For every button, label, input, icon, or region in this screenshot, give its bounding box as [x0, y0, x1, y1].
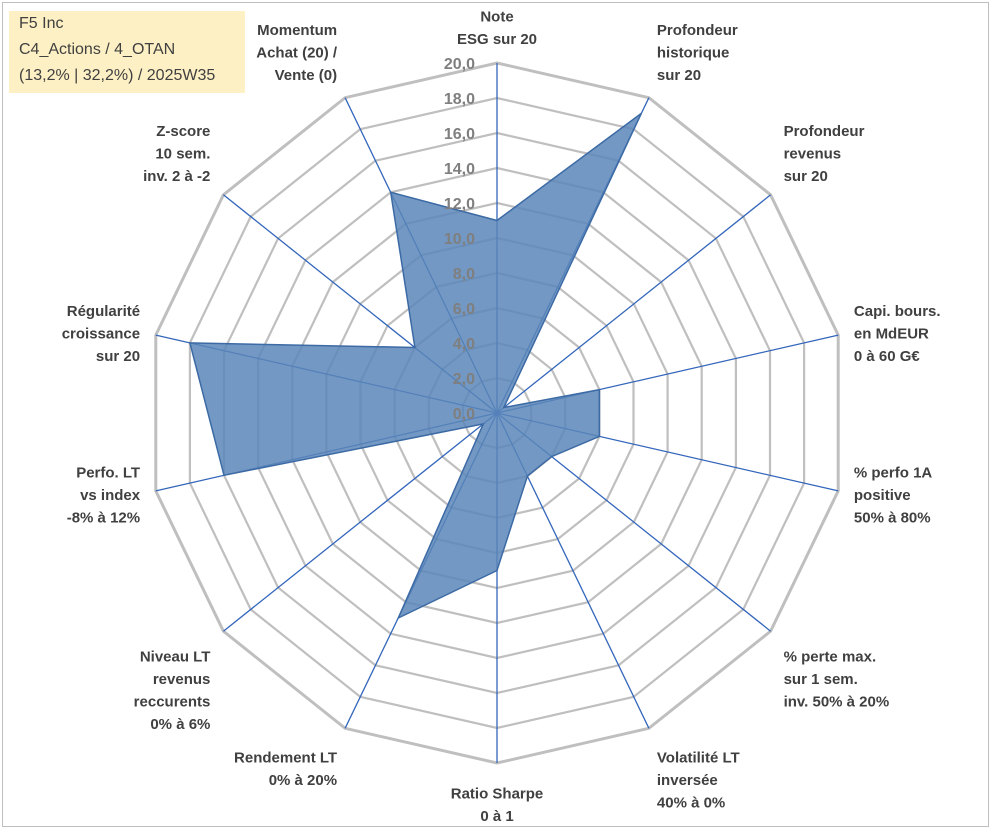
axis-label-line: Z-score: [156, 123, 210, 140]
tick-label: 8,0: [453, 266, 475, 283]
radial-tick-labels: 0,0 2,0 4,0 6,0 8,0 10,0 12,0 14,0 16,0 18,0 20,0: [444, 56, 475, 423]
axis-label-line: Achat (20) /: [256, 45, 338, 62]
axis-label-line: % perte max.: [784, 649, 877, 666]
axis-label-line: revenus: [153, 671, 211, 688]
axis-spoke: [496, 194, 772, 414]
axis-label-line: Volatilité LT: [657, 750, 740, 767]
axis-label-line: croissance: [62, 325, 140, 342]
axis-label-line: 0% à 20%: [269, 772, 337, 789]
axis-label-line: Vente (0): [275, 67, 338, 84]
axis-label-line: Rendement LT: [234, 750, 337, 767]
axis-label-line: Momentum: [257, 22, 337, 39]
axis-label: Perfo. LT vs index -8% à 12%: [67, 465, 141, 527]
axis-spoke: [222, 412, 498, 632]
axis-label: Note ESG sur 20: [457, 9, 537, 49]
tick-label: 4,0: [453, 336, 475, 353]
axis-label: Z-score 10 sem. inv. 2 à -2: [143, 123, 210, 185]
axis-label-line: inv. 2 à -2: [143, 168, 210, 185]
tick-label: 10,0: [444, 231, 475, 248]
tick-label: 0,0: [453, 406, 475, 423]
info-box: F5 Inc C4_Actions / 4_OTAN (13,2% | 32,2…: [9, 11, 245, 93]
axis-label: Profondeur revenus sur 20: [784, 123, 865, 185]
axis-label: Niveau LT revenus reccurents 0% à 6%: [134, 649, 211, 734]
tick-label: 14,0: [444, 161, 475, 178]
axis-label-line: 50% à 80%: [854, 510, 931, 527]
axis-label-line: Régularité: [67, 303, 140, 320]
category-label: C4_Actions / 4_OTAN: [19, 41, 176, 58]
company-name: F5 Inc: [19, 15, 64, 32]
axis-label: Volatilité LT inversée 40% à 0%: [657, 750, 740, 812]
axis-label: Profondeur historique sur 20: [657, 22, 738, 84]
axis-label-line: reccurents: [134, 694, 211, 711]
axis-label-line: Ratio Sharpe: [451, 786, 544, 803]
axis-label: % perte max. sur 1 sem. inv. 50% à 20%: [784, 649, 890, 711]
summary-label: (13,2% | 32,2%) / 2025W35: [19, 67, 216, 84]
tick-label: 12,0: [444, 196, 475, 213]
axis-label-line: en MdEUR: [854, 325, 929, 342]
axis-label-line: -8% à 12%: [67, 510, 140, 527]
tick-label: 18,0: [444, 91, 475, 108]
axis-label-line: inv. 50% à 20%: [784, 694, 890, 711]
tick-label: 20,0: [444, 56, 475, 73]
axis-label-line: inversée: [657, 772, 718, 789]
axis-label-line: ESG sur 20: [457, 31, 537, 48]
axis-label: Ratio Sharpe 0 à 1: [451, 786, 544, 826]
axis-label-line: Note: [480, 9, 513, 26]
axis-label-line: Capi. bours.: [854, 303, 941, 320]
axis-labels: Note ESG sur 20 Profondeur historique sur 20…: [62, 9, 941, 826]
tick-label: 2,0: [453, 371, 475, 388]
axis-label-line: 0% à 6%: [150, 716, 210, 733]
axis-label-line: 10 sem.: [155, 146, 210, 163]
axis-label-line: sur 20: [96, 348, 140, 365]
axis-label-line: % perfo 1A: [854, 465, 933, 482]
axis-label-line: revenus: [784, 146, 842, 163]
axis-label-line: 40% à 0%: [657, 795, 725, 812]
axis-label-line: Perfo. LT: [76, 465, 140, 482]
axis-label: Capi. bours. en MdEUR 0 à 60 G€: [854, 303, 941, 365]
axis-label: Régularité croissance sur 20: [62, 303, 140, 365]
axis-label-line: positive: [854, 487, 911, 504]
axis-label: Rendement LT 0% à 20%: [234, 750, 337, 790]
series-area: [188, 112, 642, 620]
axis-label-line: historique: [657, 45, 730, 62]
tick-label: 6,0: [453, 301, 475, 318]
axis-label-line: sur 20: [657, 67, 701, 84]
axis-label-line: sur 20: [784, 168, 828, 185]
axis-label-line: Profondeur: [784, 123, 865, 140]
axis-label-line: sur 1 sem.: [784, 671, 858, 688]
axis-label-line: 0 à 1: [480, 808, 513, 825]
axis-label-line: Profondeur: [657, 22, 738, 39]
axis-label-line: Niveau LT: [140, 649, 211, 666]
axis-label-line: vs index: [80, 487, 141, 504]
axis-label-line: 0 à 60 G€: [854, 348, 921, 365]
axis-label: Momentum Achat (20) / Vente (0): [256, 22, 338, 84]
tick-label: 16,0: [444, 126, 475, 143]
axis-label: % perfo 1A positive 50% à 80%: [854, 465, 933, 527]
